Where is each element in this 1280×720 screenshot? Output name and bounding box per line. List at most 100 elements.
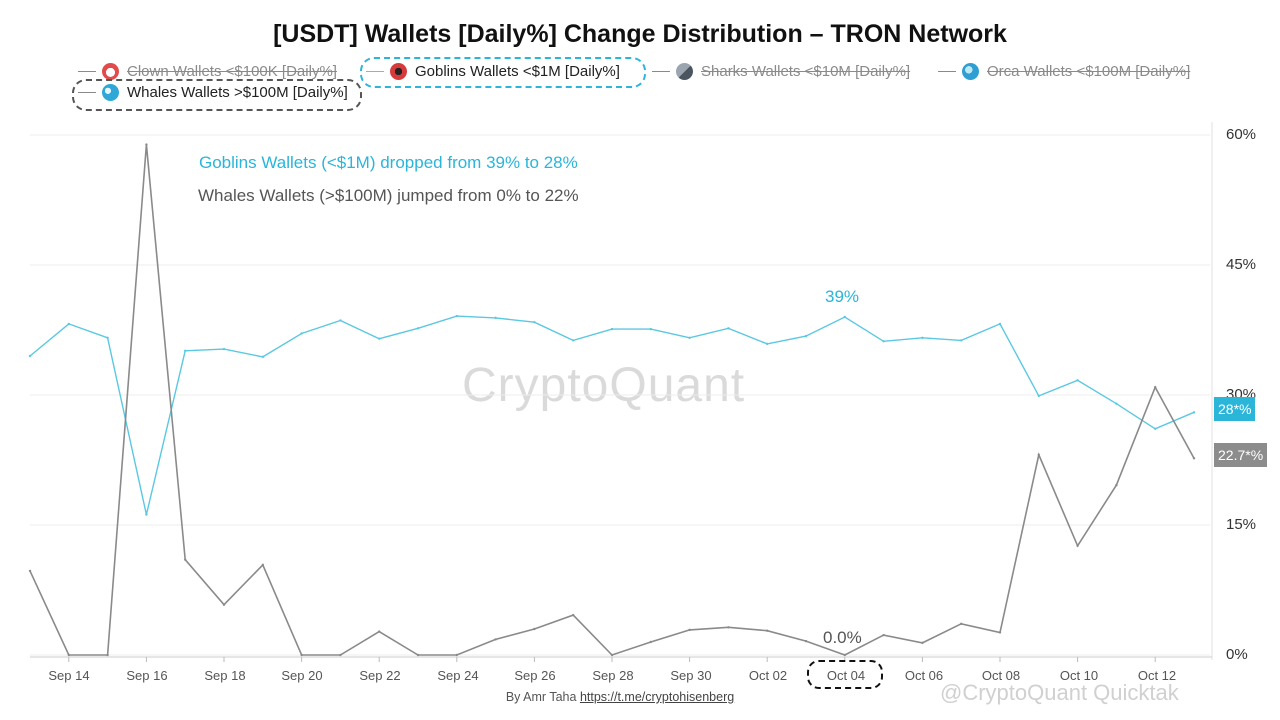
zero-label: 0.0% <box>823 628 862 647</box>
x-tick-label: Sep 20 <box>281 668 323 683</box>
y-tick-label: 60% <box>1226 126 1257 143</box>
footer-credit: By Amr Taha https://t.me/cryptohisenberg <box>0 690 1240 704</box>
goblins-point <box>572 339 575 342</box>
x-tick-label: Sep 28 <box>592 668 634 683</box>
goblins-point <box>998 322 1002 326</box>
whales-point <box>921 641 924 645</box>
whales-point <box>960 622 963 625</box>
goblins-point <box>28 354 32 358</box>
whales-point <box>455 653 458 657</box>
whales-point <box>766 629 769 632</box>
goblins-point <box>882 340 885 343</box>
legend-clown-wallets[interactable]: Clown Wallets <$100K [Daily%] <box>78 63 337 80</box>
goblins-point <box>261 355 264 359</box>
whales-point <box>804 639 808 643</box>
goblin-icon <box>390 63 407 80</box>
whales-point <box>261 563 264 567</box>
x-tick-label: Sep 30 <box>670 668 712 683</box>
goblins-point <box>106 336 109 339</box>
goblins-point <box>145 513 148 516</box>
goblins-point <box>804 334 808 338</box>
grid-lines <box>30 122 1213 660</box>
whales-point <box>572 613 575 617</box>
whales-point <box>843 653 846 657</box>
legend-label: Clown Wallets <$100K [Daily%] <box>127 63 337 80</box>
whales-point <box>727 626 730 629</box>
whales-point <box>610 653 614 657</box>
goblins-point <box>494 316 497 320</box>
legend-orca-wallets[interactable]: Orca Wallets <$100M [Daily%] <box>938 63 1190 80</box>
whales-point <box>688 628 691 632</box>
x-tick-label: Sep 26 <box>514 668 556 683</box>
goblins-point <box>533 321 536 324</box>
whales-series-line <box>29 144 1195 656</box>
legend-goblins-wallets[interactable]: Goblins Wallets <$1M [Daily%] <box>366 63 620 80</box>
whales-value-badge: 22.7*% <box>1214 443 1268 467</box>
x-tick-label: Oct 06 <box>904 668 944 683</box>
goblins-series-line <box>29 315 1195 515</box>
goblins-point <box>610 327 614 331</box>
y-tick-label: 0% <box>1226 646 1248 663</box>
whale-icon <box>102 84 119 101</box>
footer-link[interactable]: https://t.me/cryptohisenberg <box>579 690 735 704</box>
goblins-point <box>649 327 652 331</box>
quicktake-watermark: @CryptoQuant Quicktak <box>940 680 1179 705</box>
peak-label: 39% <box>825 287 860 306</box>
x-tick-label: Oct 04 <box>826 668 866 683</box>
whales-point <box>145 143 148 146</box>
x-tick-label: Sep 18 <box>204 668 246 683</box>
whales-point <box>882 633 885 637</box>
chart-title: [USDT] Wallets [Daily%] Change Distribut… <box>273 20 1007 48</box>
whales-point <box>339 653 342 657</box>
whales-point <box>106 653 109 657</box>
goblins-point <box>300 332 303 335</box>
goblins-point <box>921 336 924 339</box>
legend-label: Orca Wallets <$100M [Daily%] <box>987 63 1191 80</box>
goblins-point <box>378 337 381 340</box>
x-tick-label: Oct 08 <box>981 668 1021 683</box>
goblins-point <box>184 349 187 352</box>
goblins-point <box>843 315 846 319</box>
legend-line <box>652 71 670 72</box>
legend-line <box>78 71 96 72</box>
legend-sharks-wallets[interactable]: Sharks Wallets <$10M [Daily%] <box>652 63 910 80</box>
goblins-annotation: Goblins Wallets (<$1M) dropped from 39% … <box>199 153 578 172</box>
whales-point <box>533 627 536 631</box>
legend-label: Sharks Wallets <$10M [Daily%] <box>701 63 911 80</box>
legend-line <box>366 71 384 72</box>
whales-point <box>494 638 497 641</box>
x-tick-label: Oct 12 <box>1137 668 1177 683</box>
legend-label: Goblins Wallets <$1M [Daily%] <box>415 63 620 80</box>
goblins-point <box>222 347 226 351</box>
whales-point <box>378 630 381 633</box>
goblins-value-badge: 28*% <box>1214 397 1256 421</box>
x-tick-label: Sep 22 <box>359 668 401 683</box>
whales-point <box>300 653 303 657</box>
clown-icon <box>102 63 119 80</box>
whales-point <box>998 631 1002 634</box>
series-points <box>28 143 1196 657</box>
goblins-point <box>766 342 769 346</box>
whales-point <box>649 640 652 644</box>
whales-point <box>1192 457 1196 460</box>
whales-point <box>1037 453 1041 456</box>
footer-author: By Amr Taha <box>505 690 577 704</box>
whales-point <box>184 558 187 561</box>
whales-point <box>67 653 71 657</box>
whales-point <box>222 603 226 606</box>
orca-icon <box>962 63 979 80</box>
goblins-point <box>67 322 71 326</box>
legend-whales-wallets[interactable]: Whales Wallets >$100M [Daily%] <box>78 84 348 101</box>
x-tick-label: Sep 24 <box>437 668 479 683</box>
y-tick-label: 15% <box>1226 516 1257 533</box>
goblins-point <box>1154 427 1157 430</box>
goblins-point <box>688 336 691 339</box>
whales-point <box>416 653 420 657</box>
whales-point <box>1154 386 1157 389</box>
goblins-point <box>339 319 342 322</box>
whales-annotation: Whales Wallets (>$100M) jumped from 0% t… <box>198 186 579 205</box>
whales-point <box>1076 544 1079 547</box>
x-axis <box>30 656 1212 662</box>
cryptoquant-watermark: CryptoQuant <box>462 359 746 412</box>
